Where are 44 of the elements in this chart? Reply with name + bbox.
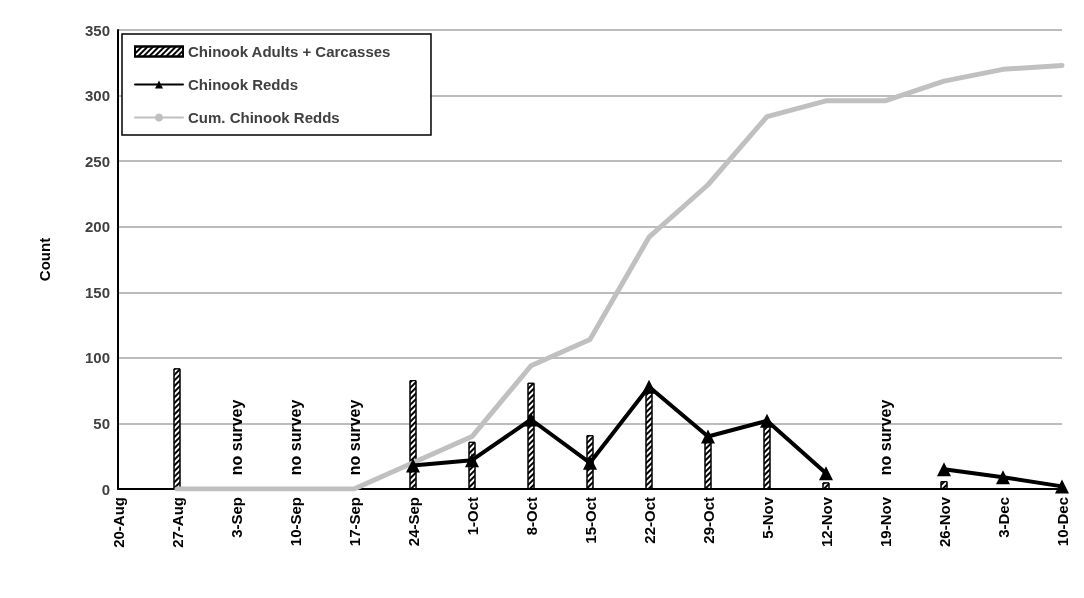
- point: [642, 379, 656, 394]
- x-tick-label: 8-Oct: [522, 497, 540, 536]
- annotation: no survey: [345, 399, 363, 476]
- point: [465, 453, 479, 468]
- y-tick-label: 300: [84, 87, 110, 105]
- annotation: no survey: [286, 399, 304, 476]
- point: [701, 429, 715, 444]
- y-tick-label: 100: [84, 349, 110, 367]
- x-tick-label: 24-Sep: [404, 497, 422, 547]
- point: [819, 466, 833, 481]
- x-tick-label: 5-Nov: [758, 496, 776, 539]
- legend-label: Chinook Adults + Carcasses: [188, 43, 391, 60]
- legend-label: Cum. Chinook Redds: [188, 109, 340, 126]
- x-tick-label: 10-Sep: [286, 497, 304, 547]
- point: [406, 458, 420, 473]
- y-tick-label: 50: [93, 414, 110, 432]
- point: [524, 412, 538, 427]
- y-axis-title: Count: [36, 237, 53, 282]
- y-tick-label: 0: [101, 480, 110, 498]
- x-tick-label: 12-Nov: [817, 496, 835, 548]
- annotation: no survey: [227, 399, 245, 476]
- y-tick-label: 150: [84, 283, 110, 301]
- x-tick-label: 29-Oct: [699, 497, 717, 544]
- x-tick-label: 1-Oct: [463, 497, 481, 536]
- y-tick-label: 200: [84, 218, 110, 236]
- x-tick-label: 27-Aug: [168, 497, 186, 548]
- point: [937, 462, 951, 477]
- x-tick-label: 19-Nov: [876, 496, 894, 548]
- point: [1055, 479, 1069, 494]
- x-tick-label: 3-Dec: [994, 497, 1012, 538]
- y-tick-label: 250: [84, 152, 110, 170]
- x-tick-label: 26-Nov: [935, 496, 953, 548]
- annotation: no survey: [876, 399, 894, 476]
- point: [583, 455, 597, 470]
- x-tick-label: 17-Sep: [345, 497, 363, 547]
- x-tick-label: 15-Oct: [581, 497, 599, 544]
- x-tick-label: 22-Oct: [640, 497, 658, 544]
- x-tick-label: 10-Dec: [1053, 497, 1071, 547]
- x-tick-label: 20-Aug: [109, 497, 127, 548]
- point: [760, 413, 774, 428]
- y-tick-label: 350: [84, 21, 110, 39]
- point: [996, 470, 1010, 485]
- legend-label: Chinook Redds: [188, 76, 299, 93]
- x-tick-label: 3-Sep: [227, 497, 245, 538]
